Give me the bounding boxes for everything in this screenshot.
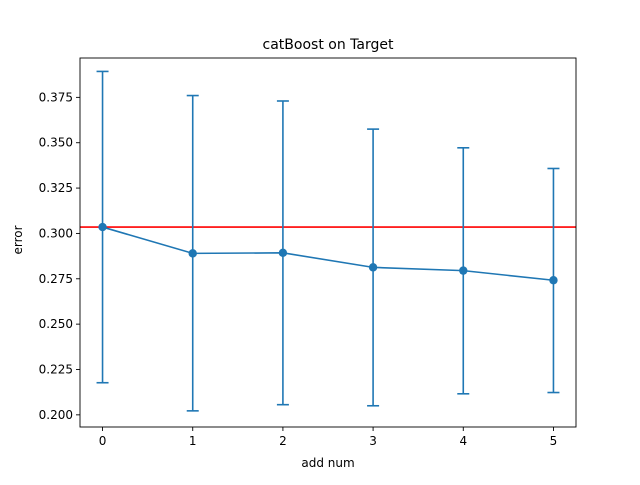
y-tick-label: 0.350 [39, 136, 73, 150]
x-tick-label: 1 [189, 434, 197, 448]
y-tick-label: 0.300 [39, 226, 73, 240]
plot-area: 0 1 2 3 4 5 0.200 0.225 0.250 0.275 0.300 0.325 0.35… [39, 57, 577, 448]
x-tick-label: 0 [99, 434, 107, 448]
series-line [102, 226, 554, 282]
x-tick-label: 2 [279, 434, 287, 448]
plot-frame [79, 57, 577, 428]
y-tick-label: 0.275 [39, 272, 73, 286]
x-tick-label: 4 [459, 434, 467, 448]
chart-title: catBoost on Target [263, 37, 394, 53]
x-axis-label: add num [301, 456, 354, 470]
x-tick-label: 3 [369, 434, 377, 448]
x-tick-label: 5 [550, 434, 558, 448]
y-tick-label: 0.250 [39, 317, 73, 331]
data-point [459, 266, 468, 275]
y-tick-label: 0.225 [39, 362, 73, 376]
data-point [368, 263, 378, 272]
y-tick-label: 0.200 [39, 408, 73, 422]
y-tick-label: 0.325 [39, 181, 73, 195]
data-point [188, 249, 197, 258]
data-point [549, 276, 558, 285]
data-point [278, 248, 288, 258]
y-axis-label: error [11, 225, 25, 254]
data-point [98, 222, 107, 232]
y-tick-label: 0.375 [39, 90, 73, 104]
